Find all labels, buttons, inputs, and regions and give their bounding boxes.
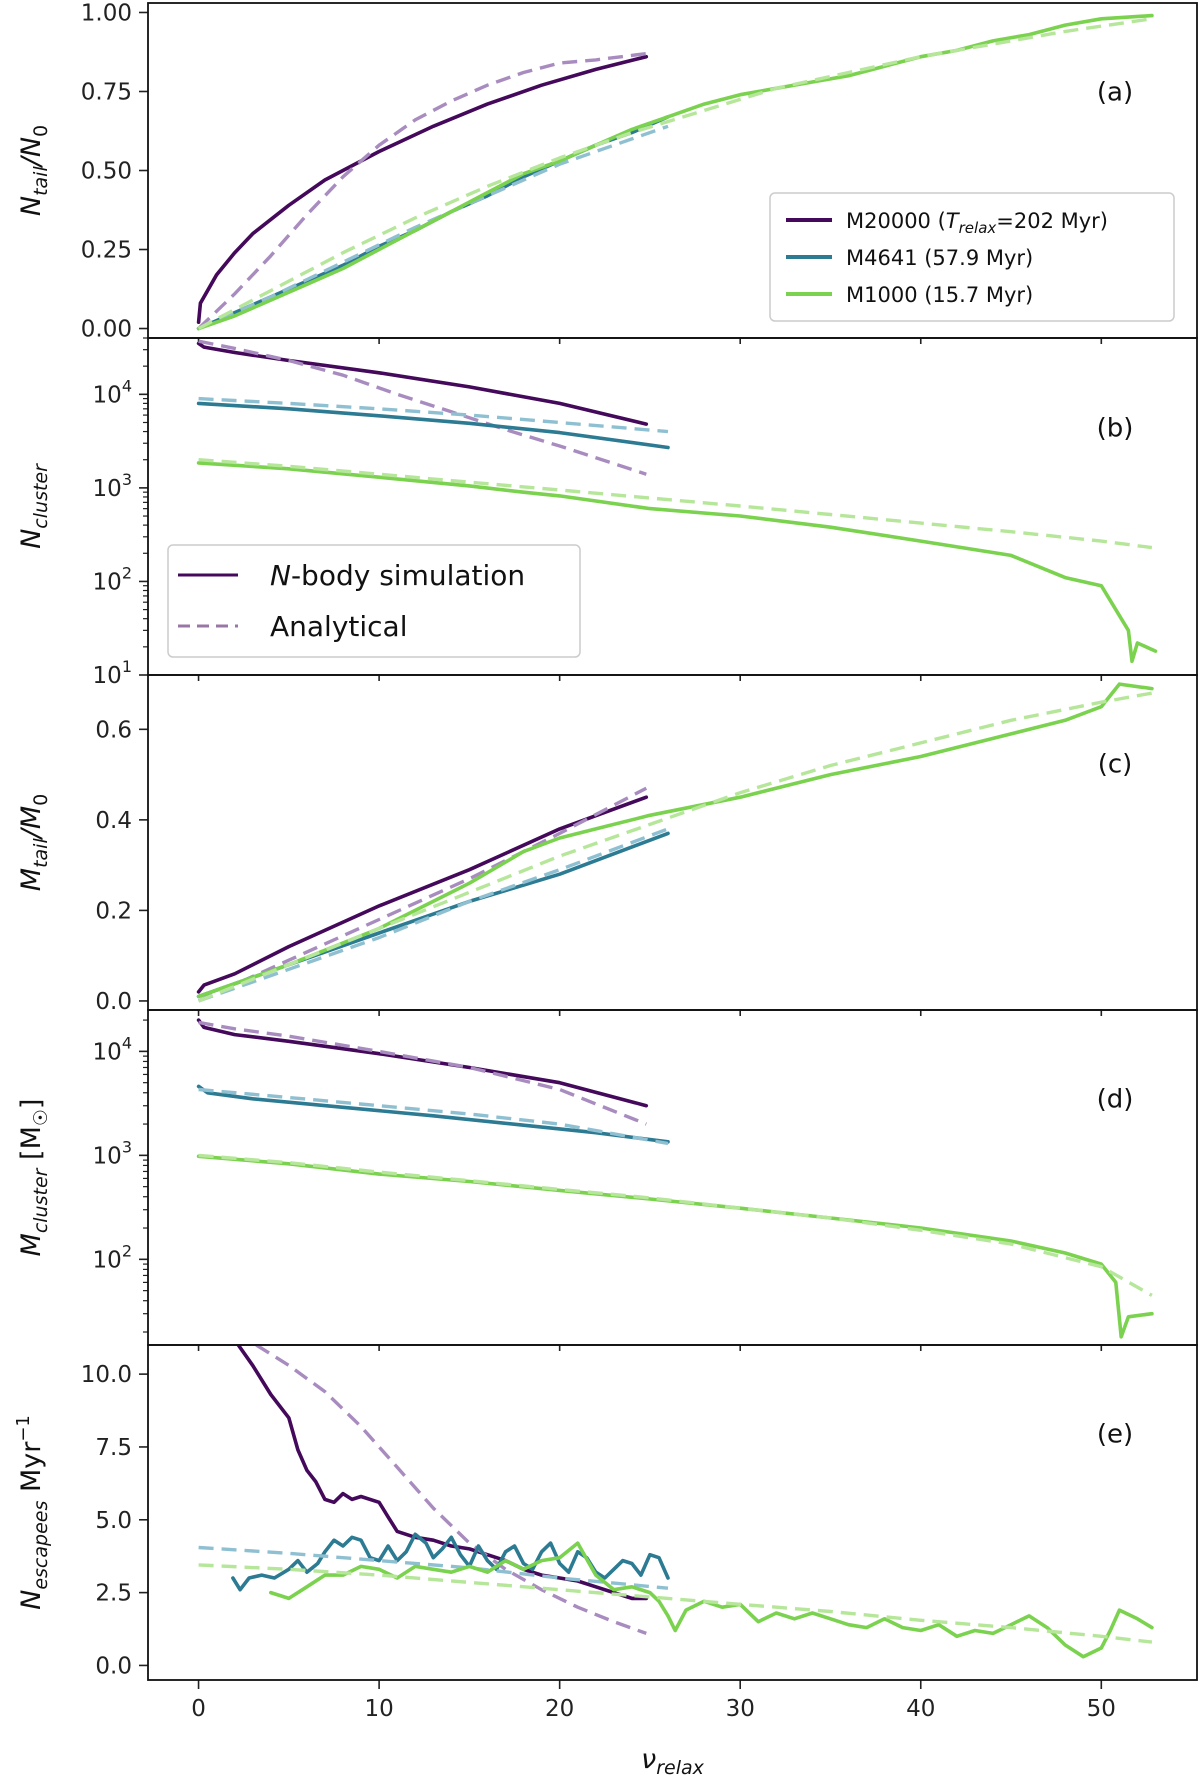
series-M20000-simulation	[196, 795, 649, 994]
y-axis-label: Mcluster [M☉]	[16, 1099, 52, 1257]
series-M4641-analytical	[198, 827, 669, 1003]
panel-label: (d)	[1097, 1085, 1134, 1115]
series-M20000-analytical	[197, 51, 647, 330]
style-legend: N-body simulation Analytical	[167, 544, 581, 658]
y-tick-label: 0.50	[81, 159, 132, 185]
y-tick-label: 5.0	[95, 1508, 132, 1534]
y-tick-label: 0.0	[95, 1653, 132, 1679]
y-tick-label: 104	[93, 376, 132, 408]
y-tick-label: 0.2	[95, 898, 132, 924]
series-M1000-simulation	[196, 13, 1154, 331]
panel-label: (e)	[1097, 1420, 1133, 1450]
series-M20000-analytical	[255, 1345, 647, 1635]
series-M20000-simulation	[196, 341, 649, 426]
y-tick-label: 10.0	[81, 1362, 132, 1388]
series-M4641-analytical	[198, 1545, 669, 1590]
panel-d: 102 103 104 (d) Mcluster [M☉]	[16, 1009, 1198, 1351]
y-axis-label: Mtail/M0	[16, 794, 52, 891]
series-M4641-analytical	[198, 396, 669, 434]
series-M20000-analytical	[198, 1020, 647, 1126]
y-tick-label: 0.6	[95, 717, 132, 743]
panel-a: 0.00 0.25 0.50 0.75 1.00 (a) Ntail/N0 M20000 (T…	[16, 0, 1198, 344]
series-M20000-analytical	[198, 339, 647, 476]
series-M4641-simulation	[196, 401, 670, 450]
x-axis-label: νrelax	[641, 1744, 705, 1776]
series-M4641-analytical	[198, 1087, 669, 1146]
y-tick-label: 103	[93, 470, 132, 502]
legend-entry: Analytical	[270, 610, 408, 643]
series-M1000-analytical	[198, 458, 1153, 550]
panel-c: 0.0 0.2 0.4 0.6 (c) Mtail/M0	[16, 674, 1198, 1016]
x-tick-label: 10	[364, 1696, 393, 1722]
y-tick-label: 0.00	[81, 317, 132, 343]
series-M4641-simulation	[231, 1532, 670, 1592]
x-tick-label: 20	[545, 1696, 574, 1722]
legend-entry: N-body simulation	[270, 559, 525, 592]
y-tick-label: 7.5	[95, 1435, 132, 1461]
axes-frame	[147, 1009, 1198, 1346]
x-tick-label: 0	[191, 1696, 206, 1722]
y-tick-label: 101	[93, 657, 132, 689]
y-tick-label: 1.00	[81, 0, 132, 26]
series-M1000-analytical	[198, 1563, 1153, 1644]
series-M20000-simulation	[196, 1018, 649, 1108]
series-legend: M20000 (Trelax=202 Myr) M4641 (57.9 Myr) M…	[769, 192, 1175, 322]
panel-e: 0.0 2.5 5.0 7.5 10.0 0 10 20 30 40 50 (e) Nescapees …	[13, 1344, 1198, 1722]
y-tick-label: 0.4	[95, 808, 132, 834]
series-M20000-simulation	[196, 54, 649, 325]
y-tick-label: 102	[93, 1241, 132, 1273]
y-tick-label: 104	[93, 1033, 132, 1065]
legend-entry: M4641 (57.9 Myr)	[846, 246, 1033, 270]
y-tick-label: 2.5	[95, 1581, 132, 1607]
y-axis-label: Ntail/N0	[16, 125, 52, 216]
series-M20000-analytical	[197, 786, 648, 1003]
axes-frame	[147, 1344, 1198, 1681]
series-M4641-analytical	[197, 124, 669, 331]
x-tick-label: 40	[906, 1696, 935, 1722]
y-tick-label: 0.75	[81, 79, 132, 105]
y-tick-label: 103	[93, 1137, 132, 1169]
y-tick-label: 102	[93, 563, 132, 595]
series-M1000-simulation	[196, 682, 1154, 999]
y-tick-label: 0.25	[81, 238, 132, 264]
y-axis-label: Nescapees Myr−1	[13, 1415, 52, 1610]
y-tick-label: 0.0	[95, 989, 132, 1015]
series-M1000-simulation	[196, 1154, 1154, 1339]
series-M1000-analytical	[197, 691, 1153, 1003]
x-tick-label: 50	[1087, 1696, 1116, 1722]
series-M1000-simulation	[268, 1541, 1154, 1659]
series-M1000-analytical	[198, 1153, 1153, 1297]
legend-entry: M1000 (15.7 Myr)	[846, 283, 1033, 307]
panel-label: (b)	[1097, 414, 1134, 444]
panel-label: (a)	[1097, 78, 1133, 108]
panel-b: 101 102 103 104 (b) Ncluster N-body simulation…	[16, 337, 1198, 689]
y-axis-label: Ncluster	[16, 463, 52, 549]
series-M4641-simulation	[196, 1084, 670, 1144]
series-M1000-analytical	[197, 17, 1153, 331]
panel-label: (c)	[1098, 750, 1133, 780]
x-tick-label: 30	[726, 1696, 755, 1722]
legend-entry: M20000 (Trelax=202 Myr)	[846, 209, 1108, 237]
series-M1000-simulation	[196, 461, 1158, 664]
